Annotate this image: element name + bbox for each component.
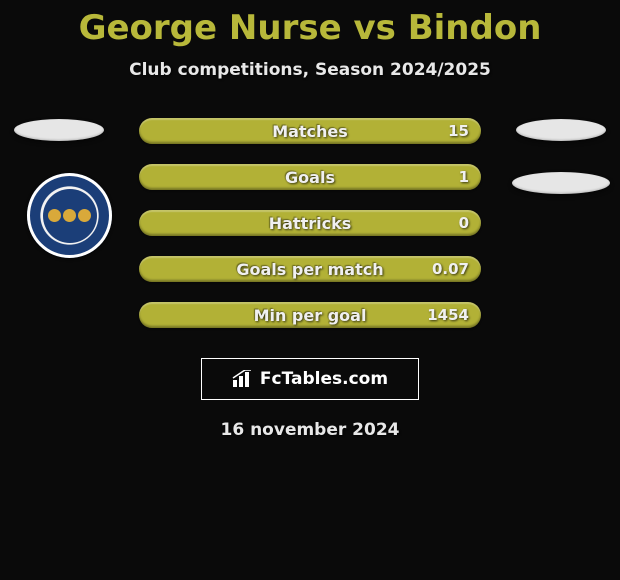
player-placeholder-right-1 — [516, 119, 606, 141]
stat-bars: Matches 15 Goals 1 Hattricks 0 Goals per… — [139, 118, 481, 328]
stat-row-min-per-goal: Min per goal 1454 — [139, 302, 481, 328]
brand-name: FcTables.com — [260, 369, 388, 389]
stat-value: 1 — [459, 168, 469, 186]
stat-row-hattricks: Hattricks 0 — [139, 210, 481, 236]
player-placeholder-right-2 — [512, 172, 610, 194]
stat-value: 15 — [448, 122, 469, 140]
stat-label: Matches — [139, 122, 481, 141]
stat-label: Hattricks — [139, 214, 481, 233]
player-placeholder-left — [14, 119, 104, 141]
comparison-panel: Matches 15 Goals 1 Hattricks 0 Goals per… — [0, 118, 620, 440]
stat-row-matches: Matches 15 — [139, 118, 481, 144]
stat-value: 0.07 — [432, 260, 469, 278]
date-label: 16 november 2024 — [0, 420, 620, 440]
bar-chart-icon — [232, 370, 254, 388]
stat-row-goals: Goals 1 — [139, 164, 481, 190]
stat-row-goals-per-match: Goals per match 0.07 — [139, 256, 481, 282]
stat-value: 0 — [459, 214, 469, 232]
stat-value: 1454 — [427, 306, 469, 324]
brand-box[interactable]: FcTables.com — [201, 358, 419, 400]
stat-label: Goals — [139, 168, 481, 187]
stat-label: Goals per match — [139, 260, 481, 279]
page-title: George Nurse vs Bindon — [0, 0, 620, 48]
subtitle: Club competitions, Season 2024/2025 — [0, 60, 620, 80]
club-badge-icon — [27, 173, 112, 258]
